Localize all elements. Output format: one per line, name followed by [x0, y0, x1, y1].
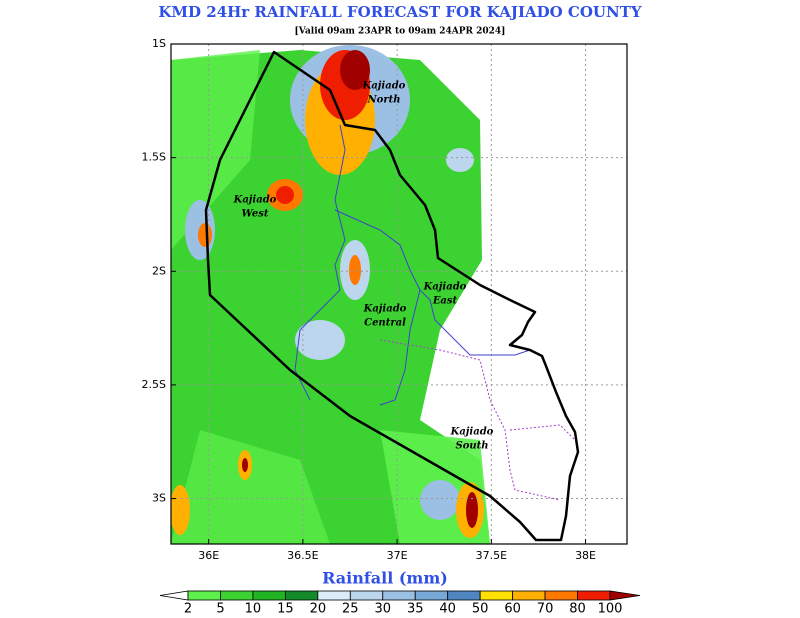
region-label: Kajiado	[450, 427, 494, 438]
colorbar-label: 25	[342, 602, 359, 617]
x-tick-label: 36E	[198, 549, 219, 562]
region-label: North	[367, 95, 401, 106]
x-tick-label: 36.5E	[287, 549, 318, 562]
colorbar: 2 5 10 15 20 25 30 35 40 50 60 70 80 100	[159, 590, 641, 617]
colorbar-segment	[220, 590, 254, 601]
colorbar-segment	[414, 590, 449, 601]
colorbar-label: 40	[439, 602, 456, 617]
colorbar-segment	[544, 590, 578, 601]
x-tick-label: 37E	[387, 549, 408, 562]
region-label: Central	[364, 318, 406, 329]
y-tick-label: 1.5S	[142, 151, 166, 164]
rainfall-field	[171, 45, 490, 544]
map-frame	[170, 43, 628, 545]
colorbar-extend-low	[159, 590, 189, 601]
colorbar-extend-high	[609, 590, 641, 601]
admin-line	[379, 339, 561, 501]
y-tick-label: 3S	[152, 492, 166, 505]
boundaries	[204, 50, 580, 542]
colorbar-segment	[382, 590, 416, 601]
region-label: East	[432, 296, 458, 307]
colorbar-label: 30	[374, 602, 391, 617]
colorbar-label: 50	[472, 602, 489, 617]
admin-line	[509, 424, 576, 441]
colorbar-label: 70	[537, 602, 554, 617]
colorbar-label: 15	[277, 602, 294, 617]
region-label: Kajiado	[362, 81, 406, 92]
colorbar-segment	[187, 590, 221, 601]
colorbar-label: 5	[216, 602, 224, 617]
region-label: West	[241, 209, 268, 220]
region-label: South	[455, 441, 488, 452]
region-labels: Kajiado North Kajiado West Kajiado Central Kaj…	[233, 81, 494, 452]
colorbar-segment	[512, 590, 546, 601]
region-label: Kajiado	[233, 195, 277, 206]
colorbar-label: 10	[245, 602, 262, 617]
colorbar-segment	[479, 590, 514, 601]
colorbar-label: 35	[407, 602, 424, 617]
region-label: Kajiado	[423, 282, 467, 293]
colorbar-segment	[284, 590, 319, 601]
colorbar-label: 2	[184, 602, 192, 617]
y-tick-label: 2S	[152, 264, 166, 277]
y-tick-label: 2.5S	[142, 378, 166, 391]
subcounty-line	[379, 289, 421, 406]
colorbar-label: 100	[598, 602, 623, 617]
title: KMD 24Hr RAINFALL FORECAST FOR KAJIADO C…	[158, 3, 641, 21]
colorbar-segment	[349, 590, 384, 601]
colorbar-segment	[447, 590, 481, 601]
colorbar-segment	[577, 590, 611, 601]
x-tick-label: 38E	[575, 549, 596, 562]
region-label: Kajiado	[363, 304, 407, 315]
colorbar-label: 20	[310, 602, 327, 617]
colorbar-segment	[317, 590, 351, 601]
x-tick-label: 37.5E	[476, 549, 507, 562]
colorbar-label: 80	[569, 602, 586, 617]
colorbar-label: 60	[504, 602, 521, 617]
subtitle: [Valid 09am 23APR to 09am 24APR 2024]	[295, 27, 506, 37]
county-boundary	[204, 50, 580, 542]
subcounty-line	[334, 209, 531, 356]
colorbar-segment	[252, 590, 286, 601]
subcounty-line	[294, 124, 346, 401]
colorbar-title: Rainfall (mm)	[322, 569, 448, 588]
y-tick-label: 1S	[152, 37, 166, 50]
